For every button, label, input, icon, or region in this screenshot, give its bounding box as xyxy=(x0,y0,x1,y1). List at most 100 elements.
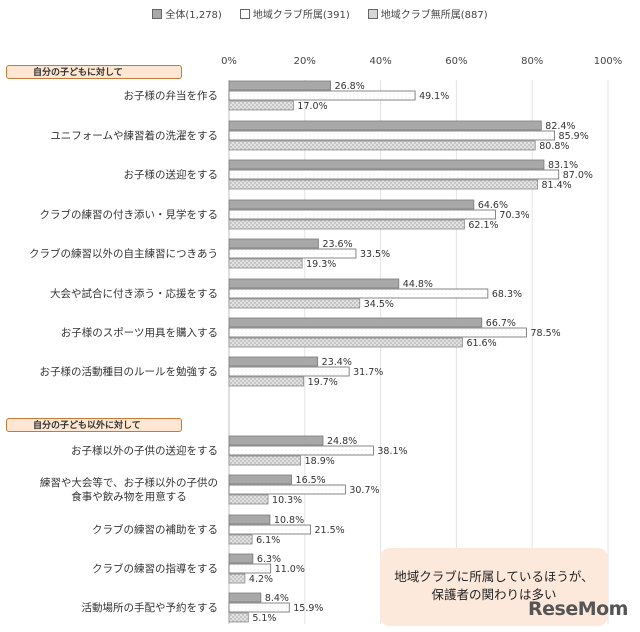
category-label-line: 活動場所の手配や予約をする xyxy=(81,601,219,614)
bar-all xyxy=(228,199,475,210)
data-label-non-member: 61.6% xyxy=(466,338,496,349)
category-label-line: クラブの練習の指導をする xyxy=(92,562,218,575)
category-label-line: 食事や飲み物を用意する xyxy=(71,490,187,503)
section-label-other-children-text: 自分の子ども以外に対して xyxy=(33,421,141,431)
bar-all xyxy=(228,474,292,485)
bar-all xyxy=(228,553,254,564)
data-label-non-member: 62.1% xyxy=(468,220,498,231)
data-label-non-member: 4.2% xyxy=(249,574,273,585)
category-label: お子様のスポーツ用具を購入する xyxy=(61,326,218,340)
data-label-all: 26.8% xyxy=(335,81,365,92)
data-label-club-member: 38.1% xyxy=(377,446,407,457)
data-label-non-member: 17.0% xyxy=(297,101,327,112)
category-label: クラブの練習の補助をする xyxy=(92,523,218,537)
bar-non-member xyxy=(228,140,536,151)
category-label-line: 大会や試合に付き添う・応援をする xyxy=(50,287,218,300)
data-label-all: 83.1% xyxy=(548,160,578,171)
data-label-club-member: 87.0% xyxy=(563,170,593,181)
bar-club-member xyxy=(228,209,496,220)
legend-swatch-all xyxy=(152,8,163,19)
bar-all xyxy=(228,120,542,131)
bar-club-member xyxy=(228,327,527,338)
data-label-all: 44.8% xyxy=(403,279,433,290)
bar-club-member xyxy=(228,90,416,101)
data-label-club-member: 78.5% xyxy=(531,328,561,339)
data-label-club-member: 49.1% xyxy=(419,91,449,102)
bar-non-member xyxy=(228,337,463,348)
bar-club-member xyxy=(228,524,311,535)
data-label-non-member: 5.1% xyxy=(252,613,276,624)
category-label-line: クラブの練習の補助をする xyxy=(92,523,218,536)
data-label-all: 24.8% xyxy=(327,436,357,447)
bar-all xyxy=(228,435,324,446)
data-label-non-member: 6.1% xyxy=(256,535,280,546)
legend-swatch-non-member xyxy=(367,8,378,19)
bar-non-member xyxy=(228,612,249,623)
bar-all xyxy=(228,80,331,91)
bar-non-member xyxy=(228,100,294,111)
data-label-non-member: 80.8% xyxy=(539,141,569,152)
category-label: クラブの練習以外の自主練習につきあう xyxy=(29,247,218,261)
bar-club-member xyxy=(228,248,357,259)
x-tick-label: 20% xyxy=(294,56,316,67)
category-label: お子様以外の子供の送迎をする xyxy=(71,444,218,458)
data-label-all: 23.4% xyxy=(322,357,352,368)
section-label-other-children: 自分の子ども以外に対して xyxy=(6,418,182,432)
category-label-line: ユニフォームや練習着の洗濯をする xyxy=(50,129,218,142)
section-label-own-child-text: 自分の子どもに対して xyxy=(33,68,123,78)
bar-all xyxy=(228,238,319,249)
callout-box: 地域クラブに所属しているほうが、 保護者の関わりは多い xyxy=(380,548,608,626)
data-label-club-member: 70.3% xyxy=(499,210,529,221)
data-label-all: 82.4% xyxy=(545,121,575,132)
bar-non-member xyxy=(228,455,302,466)
bar-club-member xyxy=(228,563,272,574)
data-label-club-member: 30.7% xyxy=(349,485,379,496)
data-label-club-member: 21.5% xyxy=(314,525,344,536)
category-label-line: 練習や大会等で、お子様以外の子供の xyxy=(39,476,218,489)
data-label-club-member: 11.0% xyxy=(275,564,305,575)
category-label-line: お子様の送迎をする xyxy=(123,168,219,181)
bar-non-member xyxy=(228,376,305,387)
bar-all xyxy=(228,278,400,289)
bar-non-member xyxy=(228,219,465,230)
category-label: クラブの練習の付き添い・見学をする xyxy=(40,208,219,222)
data-label-non-member: 10.3% xyxy=(272,495,302,506)
data-label-all: 10.8% xyxy=(274,515,304,526)
category-label-line: お子様のスポーツ用具を購入する xyxy=(60,326,218,339)
bar-all xyxy=(228,592,262,603)
resemom-logo: ReseMom xyxy=(528,598,628,620)
bar-all xyxy=(228,159,545,170)
data-label-club-member: 68.3% xyxy=(492,289,522,300)
category-label-line: クラブの練習以外の自主練習につきあう xyxy=(29,247,218,260)
data-label-all: 6.3% xyxy=(257,554,281,565)
data-label-all: 66.7% xyxy=(486,318,516,329)
callout-line-1: 地域クラブに所属しているほうが、 xyxy=(394,569,594,584)
category-label-line: お子様の活動種目のルールを勉強する xyxy=(39,365,219,378)
category-label-line: お子様の弁当を作る xyxy=(123,89,219,102)
data-label-all: 16.5% xyxy=(296,475,326,486)
data-label-non-member: 19.3% xyxy=(306,259,336,270)
bar-non-member xyxy=(228,494,269,505)
legend-label-club-member: 地域クラブ所属(391) xyxy=(252,10,350,21)
data-label-non-member: 34.5% xyxy=(364,299,394,310)
data-label-non-member: 81.4% xyxy=(542,180,572,191)
category-label: 活動場所の手配や予約をする xyxy=(82,601,219,615)
bar-non-member xyxy=(228,179,538,190)
bar-club-member xyxy=(228,484,346,495)
legend-item-non-member: 地域クラブ無所属(887) xyxy=(367,6,488,21)
category-label: お子様の送迎をする xyxy=(124,168,219,182)
bar-club-member xyxy=(228,169,560,180)
data-label-all: 23.6% xyxy=(322,239,352,250)
x-tick-label: 80% xyxy=(521,56,543,67)
bar-all xyxy=(228,356,319,367)
bar-non-member xyxy=(228,258,303,269)
data-label-non-member: 19.7% xyxy=(308,377,338,388)
category-label: ユニフォームや練習着の洗濯をする xyxy=(50,129,218,143)
x-tick-label: 40% xyxy=(369,56,391,67)
x-tick-label: 100% xyxy=(594,56,623,67)
legend-swatch-club-member xyxy=(239,8,250,19)
bar-club-member xyxy=(228,445,374,456)
bar-club-member xyxy=(228,288,489,299)
x-tick-label: 60% xyxy=(445,56,467,67)
section-label-own-child: 自分の子どもに対して xyxy=(6,65,182,79)
